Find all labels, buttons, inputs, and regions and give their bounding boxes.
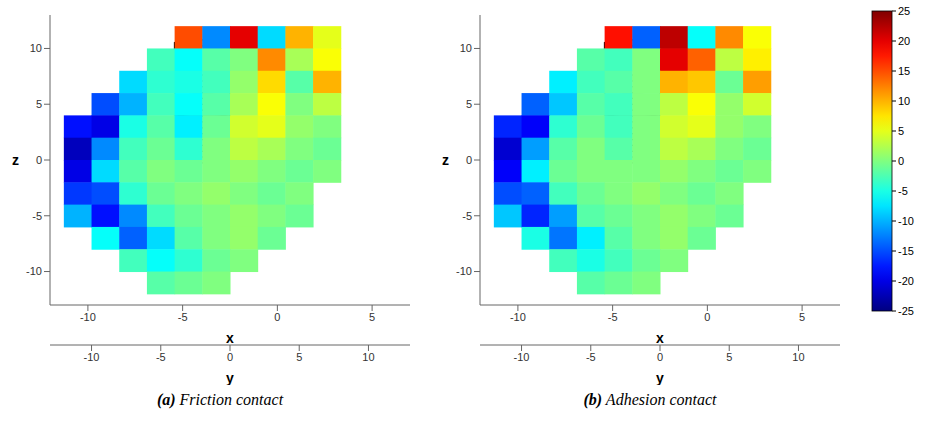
svg-text:-5: -5 (898, 185, 908, 197)
svg-text:-20: -20 (898, 275, 914, 287)
svg-text:z: z (12, 152, 19, 168)
svg-text:-5: -5 (178, 311, 188, 323)
svg-text:0: 0 (274, 311, 280, 323)
svg-text:0: 0 (36, 154, 42, 166)
svg-text:10: 10 (898, 95, 910, 107)
svg-text:5: 5 (296, 351, 302, 363)
svg-text:5: 5 (898, 125, 904, 137)
svg-text:25: 25 (898, 5, 910, 17)
svg-text:-15: -15 (898, 245, 914, 257)
svg-text:10: 10 (792, 351, 804, 363)
svg-text:15: 15 (898, 65, 910, 77)
svg-text:-5: -5 (608, 311, 618, 323)
svg-text:x: x (226, 330, 234, 346)
svg-text:x: x (656, 330, 664, 346)
svg-text:-10: -10 (80, 311, 96, 323)
svg-text:5: 5 (726, 351, 732, 363)
svg-text:-10: -10 (456, 265, 472, 277)
svg-text:-5: -5 (586, 351, 596, 363)
svg-text:20: 20 (898, 35, 910, 47)
svg-text:-5: -5 (462, 210, 472, 222)
svg-text:0: 0 (704, 311, 710, 323)
html-text:(b) Adhesion contact: (b) Adhesion contact (583, 391, 717, 408)
svg-text:-10: -10 (510, 311, 526, 323)
svg-text:-10: -10 (84, 351, 100, 363)
svg-text:-10: -10 (26, 265, 42, 277)
svg-text:-5: -5 (32, 210, 42, 222)
html-text:(a) Friction contact: (a) Friction contact (156, 391, 284, 408)
svg-text:-5: -5 (156, 351, 166, 363)
svg-text:y: y (226, 370, 234, 385)
svg-text:0: 0 (657, 351, 663, 363)
svg-text:0: 0 (227, 351, 233, 363)
svg-text:5: 5 (36, 98, 42, 110)
svg-text:5: 5 (369, 311, 375, 323)
svg-text:0: 0 (898, 155, 904, 167)
svg-text:5: 5 (466, 98, 472, 110)
svg-text:10: 10 (362, 351, 374, 363)
svg-text:-10: -10 (898, 215, 914, 227)
svg-text:-10: -10 (514, 351, 530, 363)
svg-text:0: 0 (466, 154, 472, 166)
svg-text:10: 10 (30, 42, 42, 54)
svg-text:-25: -25 (898, 305, 914, 317)
svg-text:y: y (656, 370, 664, 385)
svg-text:5: 5 (799, 311, 805, 323)
svg-text:z: z (442, 152, 449, 168)
svg-text:10: 10 (460, 42, 472, 54)
